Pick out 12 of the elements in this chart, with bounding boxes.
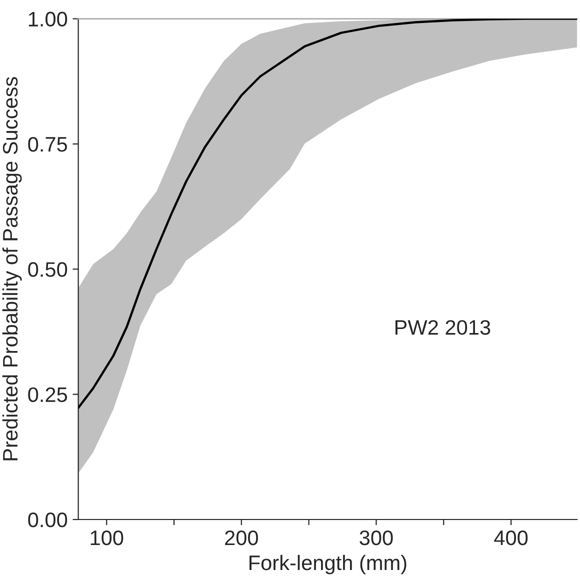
annotation: PW2 2013 [395, 320, 490, 335]
x-tick-label: 200 [225, 530, 258, 546]
x-tick-label: 100 [90, 530, 124, 546]
x-tick-label: 300 [360, 530, 393, 546]
x-tick-label: 400 [494, 530, 528, 546]
y-tick-label: 0.75 [28, 136, 68, 152]
y-tick-label: 1.00 [28, 12, 68, 27]
x-axis-title: Fork-length (mm) [250, 554, 406, 574]
y-tick-label: 0.00 [28, 512, 68, 528]
y-tick-label: 0.50 [28, 262, 68, 277]
y-axis-title: Predicted Probability of Passage Success [2, 77, 22, 460]
y-tick-label: 0.25 [28, 387, 68, 402]
